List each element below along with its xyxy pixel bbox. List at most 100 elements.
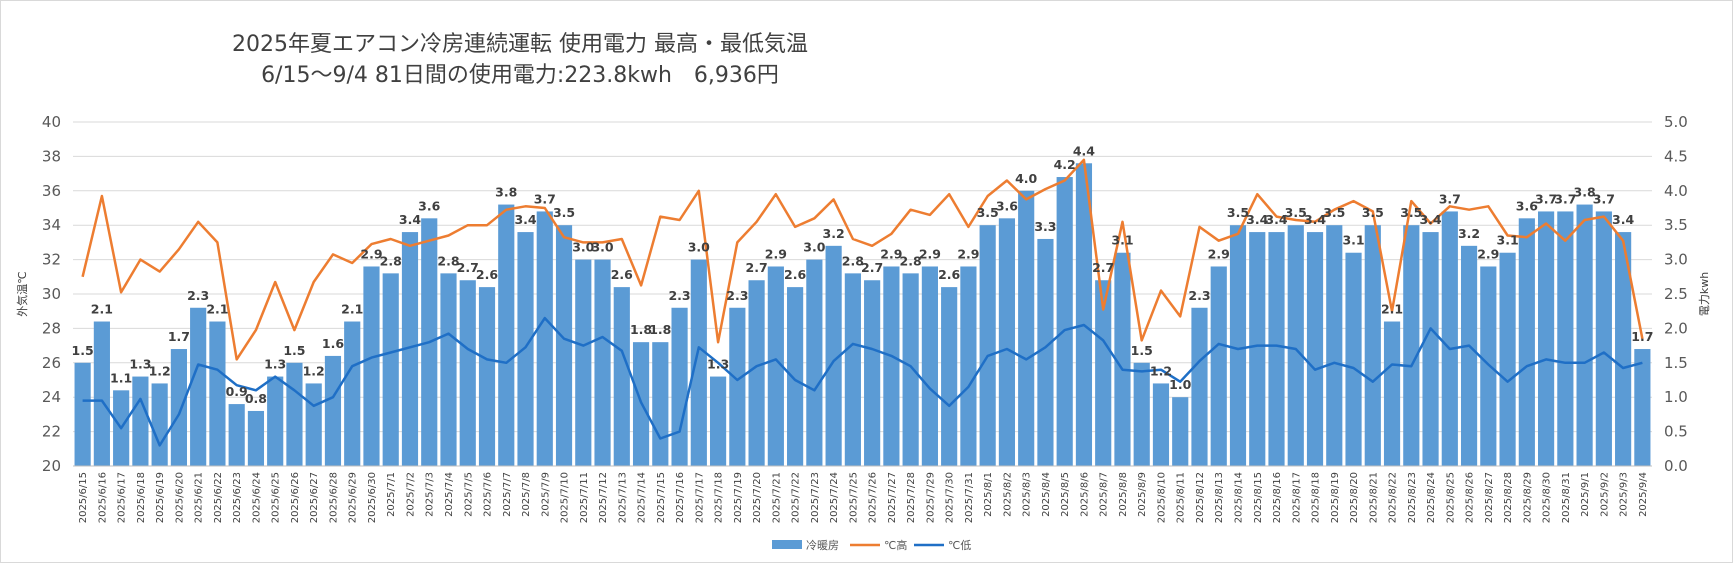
bar bbox=[1557, 211, 1574, 466]
x-tick-label: 2025/8/5 bbox=[1060, 472, 1071, 517]
right-axis-title: 電力kwh bbox=[1698, 272, 1711, 316]
bar bbox=[1114, 252, 1131, 466]
bar bbox=[170, 349, 187, 466]
left-tick-label: 36 bbox=[42, 182, 61, 200]
bar-data-label: 4.2 bbox=[1054, 157, 1076, 172]
bar bbox=[825, 245, 842, 466]
bar bbox=[1152, 383, 1170, 466]
left-tick-label: 26 bbox=[42, 354, 61, 372]
x-tick-label: 2025/7/29 bbox=[925, 472, 936, 523]
bar bbox=[305, 383, 322, 466]
x-tick-label: 2025/8/18 bbox=[1311, 472, 1322, 523]
x-tick-label: 2025/7/14 bbox=[637, 472, 648, 523]
bar-data-label: 1.8 bbox=[649, 322, 671, 337]
bar-data-label: 3.5 bbox=[977, 205, 999, 220]
x-tick-label: 2025/8/2 bbox=[1002, 472, 1013, 517]
x-tick-label: 2025/8/8 bbox=[1118, 472, 1129, 517]
left-tick-label: 20 bbox=[42, 457, 61, 475]
x-tick-label: 2025/7/13 bbox=[617, 472, 628, 523]
bar bbox=[459, 280, 476, 466]
right-tick-label: 5.0 bbox=[1664, 113, 1688, 131]
x-tick-label: 2025/7/17 bbox=[694, 472, 705, 523]
bar-data-label: 3.4 bbox=[399, 212, 421, 227]
bar bbox=[594, 259, 611, 466]
bar bbox=[1615, 232, 1632, 466]
bar-data-label: 2.9 bbox=[765, 246, 787, 261]
right-tick-label: 1.0 bbox=[1664, 388, 1688, 406]
bar-data-label: 1.5 bbox=[72, 343, 94, 358]
left-tick-label: 32 bbox=[42, 251, 61, 269]
x-tick-label: 2025/8/3 bbox=[1022, 472, 1033, 517]
x-tick-label: 2025/6/29 bbox=[348, 472, 359, 523]
bar bbox=[517, 232, 534, 466]
x-tick-label: 2025/9/3 bbox=[1619, 472, 1630, 517]
bar bbox=[1326, 225, 1343, 466]
x-tick-label: 2025/9/4 bbox=[1638, 472, 1649, 517]
x-tick-label: 2025/9/2 bbox=[1599, 472, 1610, 517]
bar bbox=[921, 266, 938, 466]
bar-data-label: 3.5 bbox=[1323, 205, 1345, 220]
bar-data-label: 1.2 bbox=[303, 363, 325, 378]
x-tick-label: 2025/8/30 bbox=[1542, 472, 1553, 523]
bar-data-label: 2.9 bbox=[957, 246, 979, 261]
x-tick-label: 2025/7/26 bbox=[868, 472, 879, 523]
left-tick-label: 40 bbox=[42, 113, 61, 131]
x-tick-label: 2025/7/18 bbox=[714, 472, 725, 523]
x-tick-label: 2025/7/6 bbox=[483, 472, 494, 517]
x-tick-label: 2025/8/17 bbox=[1291, 472, 1302, 523]
bar-data-label: 3.0 bbox=[803, 240, 825, 255]
bar-data-label: 3.2 bbox=[823, 226, 845, 241]
left-tick-label: 38 bbox=[42, 147, 61, 165]
x-tick-label: 2025/6/19 bbox=[155, 472, 166, 523]
bar-data-label: 1.8 bbox=[630, 322, 652, 337]
bar-data-label: 3.6 bbox=[1516, 198, 1538, 213]
bar bbox=[1460, 245, 1478, 466]
x-tick-label: 2025/8/20 bbox=[1349, 472, 1360, 523]
bar-data-label: 3.0 bbox=[591, 240, 613, 255]
x-tick-label: 2025/6/28 bbox=[328, 472, 339, 523]
x-tick-label: 2025/8/29 bbox=[1522, 472, 1533, 523]
bar-data-label: 1.3 bbox=[707, 357, 729, 372]
bar-data-label: 3.4 bbox=[1612, 212, 1634, 227]
bar-data-label: 2.9 bbox=[1477, 246, 1499, 261]
bar-data-label: 3.4 bbox=[1265, 212, 1287, 227]
x-tick-label: 2025/7/28 bbox=[906, 472, 917, 523]
x-tick-label: 2025/8/31 bbox=[1561, 472, 1572, 523]
x-tick-label: 2025/7/21 bbox=[771, 472, 782, 523]
bar bbox=[286, 362, 303, 466]
bar-data-label: 2.1 bbox=[1381, 302, 1403, 317]
bar-data-label: 2.7 bbox=[746, 260, 768, 275]
x-tick-label: 2025/6/16 bbox=[97, 472, 108, 523]
bar bbox=[1364, 225, 1381, 466]
bar-data-label: 2.9 bbox=[880, 246, 902, 261]
right-tick-label: 3.5 bbox=[1664, 216, 1688, 234]
bar-data-label: 2.3 bbox=[726, 288, 748, 303]
x-tick-label: 2025/6/15 bbox=[78, 472, 89, 523]
bar bbox=[132, 376, 149, 466]
bar bbox=[748, 280, 765, 466]
bar bbox=[93, 321, 110, 466]
right-tick-label: 4.5 bbox=[1664, 147, 1688, 165]
bar-data-label: 2.9 bbox=[919, 246, 941, 261]
bar-data-label: 3.3 bbox=[1034, 219, 1056, 234]
bar-data-label: 3.4 bbox=[1246, 212, 1268, 227]
bar bbox=[1306, 232, 1324, 466]
x-tick-label: 2025/8/19 bbox=[1330, 472, 1341, 523]
bar-data-label: 3.7 bbox=[1593, 191, 1615, 206]
x-tick-label: 2025/6/23 bbox=[232, 472, 243, 523]
bar-data-label: 3.4 bbox=[1419, 212, 1441, 227]
x-tick-label: 2025/6/17 bbox=[117, 472, 128, 523]
bar bbox=[247, 410, 265, 466]
bar bbox=[151, 383, 168, 466]
bar bbox=[74, 362, 91, 466]
bar bbox=[1133, 362, 1150, 466]
bar bbox=[844, 273, 861, 466]
right-tick-label: 4.0 bbox=[1664, 182, 1688, 200]
bar bbox=[941, 287, 958, 466]
bar-data-label: 3.1 bbox=[1497, 233, 1519, 248]
x-tick-label: 2025/6/26 bbox=[290, 472, 301, 523]
x-tick-label: 2025/7/19 bbox=[733, 472, 744, 523]
bar bbox=[1345, 252, 1362, 466]
x-tick-label: 2025/6/25 bbox=[271, 472, 282, 523]
